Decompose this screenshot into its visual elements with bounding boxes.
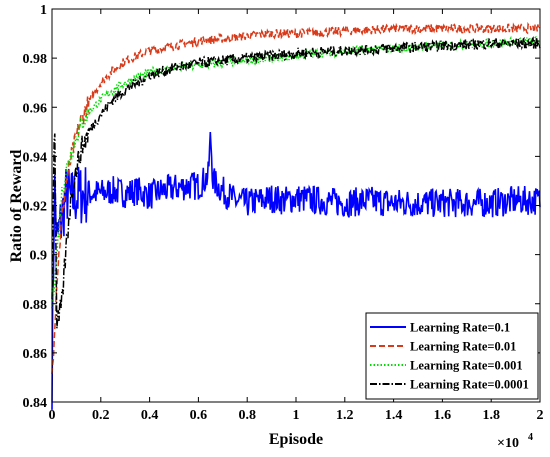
ticks-layer: 0 0.2 0.4 0.6 0.8 1 1.2 1.4 1.6 1.8 2 0.84 0.86 0.88 0… [23, 3, 544, 423]
x-tick-label: 1.6 [434, 408, 452, 423]
series-line-1 [51, 132, 541, 410]
y-axis-label: Ratio of Reward [8, 149, 25, 262]
series-line-3 [51, 35, 541, 309]
legend-label-1: Learning Rate=0.1 [410, 321, 510, 335]
y-tick-label: 0.88 [23, 298, 48, 313]
x-axis-label: Episode [269, 431, 323, 448]
x-tick-label: 0.4 [141, 408, 159, 423]
y-tick-label: 0.9 [30, 249, 48, 264]
x-tick-label: 1.2 [336, 408, 354, 423]
x-axis-multiplier-exponent: 4 [528, 432, 533, 443]
x-axis-multiplier: ×10 [497, 436, 519, 451]
series-line-4 [51, 36, 541, 329]
x-tick-label: 1.4 [385, 408, 403, 423]
y-tick-label: 0.98 [23, 52, 48, 67]
y-tick-label: 1 [40, 3, 47, 18]
legend: Learning Rate=0.1 Learning Rate=0.01 Learn… [365, 312, 539, 400]
y-tick-label: 0.94 [23, 150, 48, 165]
series-line-2 [51, 21, 541, 375]
x-tick-label: 0 [49, 408, 56, 423]
legend-label-2: Learning Rate=0.01 [410, 340, 516, 354]
x-tick-label: 0.2 [92, 408, 110, 423]
legend-label-4: Learning Rate=0.0001 [410, 378, 529, 392]
x-tick-label: 1.8 [482, 408, 500, 423]
y-tick-label: 0.86 [23, 347, 48, 362]
y-tick-label: 0.92 [23, 200, 48, 215]
y-tick-label: 0.96 [23, 101, 48, 116]
x-tick-label: 1 [293, 408, 300, 423]
x-tick-label: 0.6 [190, 408, 208, 423]
x-tick-label: 2 [537, 408, 544, 423]
y-tick-label: 0.84 [23, 396, 48, 411]
legend-label-3: Learning Rate=0.001 [410, 359, 523, 373]
x-tick-label: 0.8 [238, 408, 256, 423]
series-layer [51, 21, 541, 410]
